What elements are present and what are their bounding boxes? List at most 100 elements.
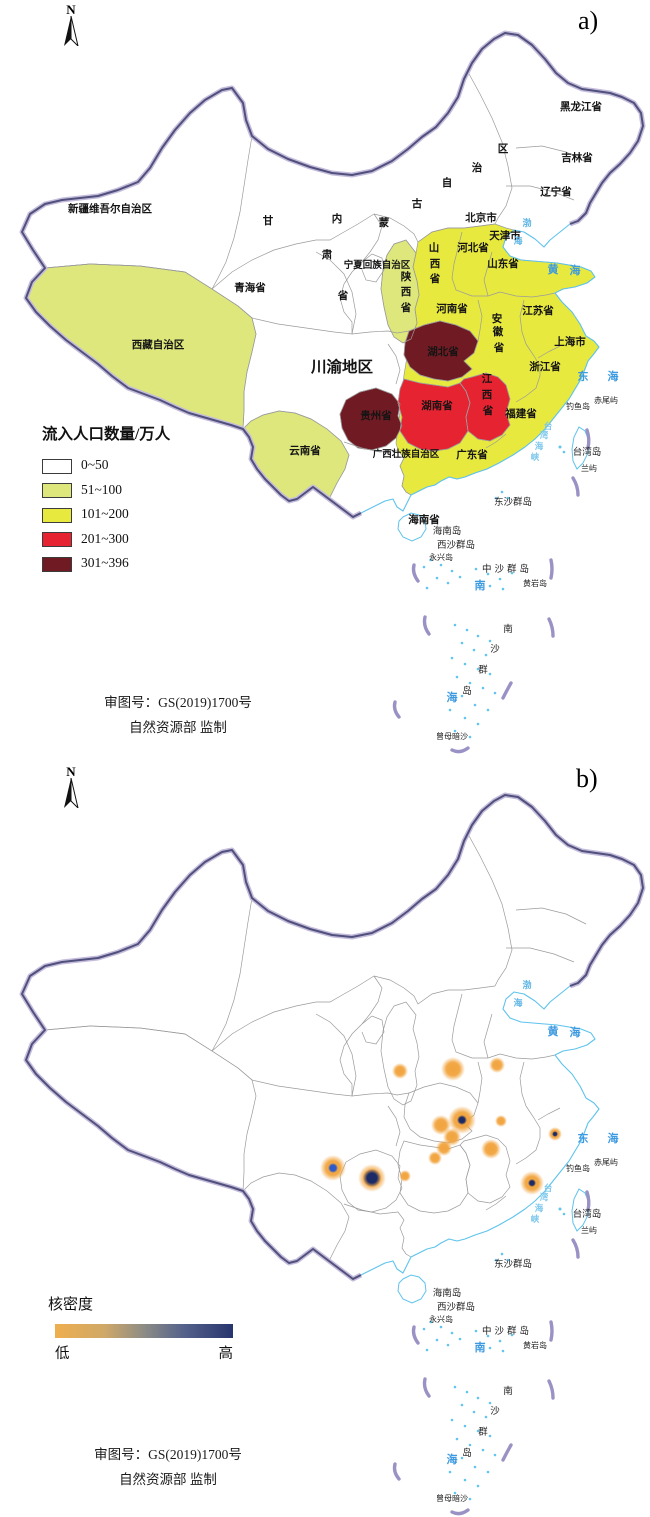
map-label: 海 (535, 1203, 544, 1213)
density-blob (399, 1170, 411, 1182)
map-label: 浙江省 (529, 360, 561, 373)
map-label: 宁夏回族自治区 (344, 259, 411, 271)
map-label: 永兴岛 (429, 1314, 453, 1324)
density-blob-core (552, 1131, 558, 1137)
density-blob-core (363, 1169, 381, 1187)
map-label: 赤尾屿 (594, 1158, 618, 1167)
legend-b-title: 核密度 (48, 1297, 94, 1313)
legend-swatch (42, 532, 72, 547)
gradient-high-label: 高 (218, 1346, 234, 1362)
density-blob-core (328, 1163, 338, 1173)
map-label: 河南省 (436, 302, 468, 315)
map-label: 东 (578, 1131, 589, 1145)
map-label: 川渝地区 (310, 357, 374, 376)
map-label: 中沙群岛 (482, 563, 532, 575)
map-label: 沙 (490, 1406, 500, 1417)
map-label: 省 (337, 289, 349, 302)
legend-row: 51~100 (42, 481, 232, 499)
density-blob (428, 1151, 442, 1165)
map-label: 新疆维吾尔自治区 (68, 202, 152, 215)
legend-a: 流入人口数量/万人 0~50 51~100 101~200 201~300 30… (42, 426, 232, 581)
map-label: 台湾岛 (573, 446, 602, 458)
panel-a-labels: 新疆维吾尔自治区青海省西藏自治区云南省黑龙江省吉林省辽宁省北京市天津市河北省山东… (68, 100, 619, 741)
legend-label: 51~100 (81, 481, 123, 497)
map-label: 福建省 (504, 407, 537, 420)
map-label: 省 (429, 272, 441, 285)
map-label: 山东省 (487, 257, 519, 270)
map-label: 湾 (540, 430, 549, 440)
north-label: N (66, 2, 76, 17)
map-label: 海 (447, 690, 458, 704)
map-label: 沙 (490, 644, 500, 655)
map-label: 黄岩岛 (523, 578, 547, 588)
map-label: 自 (442, 176, 453, 189)
map-label: 黑龙江省 (560, 100, 602, 113)
map-label: 甘 (263, 214, 274, 227)
map-label: 海 (608, 1131, 619, 1145)
map-label: 云南省 (289, 444, 321, 457)
map-label: 海南省 (408, 513, 440, 526)
credits-a: 审图号：GS(2019)1700号 自然资源部 监制 (28, 690, 328, 740)
map-label: 台湾岛 (573, 1208, 602, 1220)
legend-row: 201~300 (42, 531, 232, 548)
map-label: 黄 (548, 1024, 559, 1038)
legend-label: 301~396 (81, 555, 129, 570)
map-label: 群 (478, 664, 488, 676)
density-blob (489, 1057, 505, 1073)
panel-a-map: 新疆维吾尔自治区青海省西藏自治区云南省黑龙江省吉林省辽宁省北京市天津市河北省山东… (22, 33, 643, 752)
map-label: 陕 (401, 270, 412, 283)
map-label: 湖南省 (421, 399, 453, 412)
map-label: 区 (498, 143, 509, 155)
map-label: 海 (513, 235, 522, 246)
map-label: 上海市 (554, 335, 586, 348)
map-label: 辽宁省 (540, 185, 572, 198)
map-label: 峡 (531, 452, 540, 462)
map-label: 西沙群岛 (437, 1301, 475, 1313)
legend-swatch (42, 507, 72, 523)
map-label: 兰屿 (581, 1225, 597, 1235)
legend-swatch (42, 458, 72, 474)
density-blob (392, 1063, 408, 1079)
density-blob (436, 1140, 452, 1156)
density-blob-core (528, 1179, 536, 1187)
map-label: 江 (482, 372, 493, 385)
map-label: 治 (472, 161, 483, 174)
map-label: 天津市 (489, 229, 521, 242)
north-arrow-icon (64, 15, 79, 48)
map-label: 内 (332, 212, 343, 225)
density-blob (431, 1115, 451, 1135)
map-approval-number: 审图号：GS(2019)1700号 (104, 695, 252, 710)
map-label: 钓鱼岛 (566, 401, 590, 411)
map-label: 西藏自治区 (132, 338, 185, 351)
legend-label: 0~50 (81, 457, 109, 472)
map-label: 东沙群岛 (494, 1258, 532, 1270)
map-label: 河北省 (457, 241, 489, 254)
north-arrow-b: N (56, 765, 86, 813)
map-label: 徽 (492, 325, 504, 338)
map-label: 贵州省 (360, 409, 392, 422)
map-label: 省 (400, 301, 412, 314)
map-label: 岛 (462, 1447, 472, 1459)
map-label: 黄 (548, 262, 559, 276)
map-label: 南 (475, 1340, 486, 1354)
map-label: 岛 (462, 685, 472, 697)
map-label: 兰屿 (581, 463, 597, 473)
north-arrow-icon (64, 777, 79, 810)
map-label: 南 (503, 1385, 513, 1397)
density-blob-core (457, 1115, 467, 1125)
map-label: 青海省 (234, 281, 266, 294)
gradient-low-label: 低 (55, 1346, 70, 1362)
region-hunan (397, 378, 471, 452)
map-label: 山 (429, 241, 440, 254)
legend-swatch (42, 556, 72, 572)
credits-b: 审图号：GS(2019)1700号 自然资源部 监制 (18, 1442, 318, 1492)
map-label: 西 (482, 389, 493, 401)
map-label: 南 (475, 578, 486, 592)
map-label: 南 (503, 623, 513, 635)
legend-swatch (42, 483, 72, 498)
map-label: 曾母暗沙 (436, 1493, 468, 1503)
map-label: 黄岩岛 (523, 1340, 547, 1350)
legend-a-title: 流入人口数量/万人 (42, 426, 171, 443)
